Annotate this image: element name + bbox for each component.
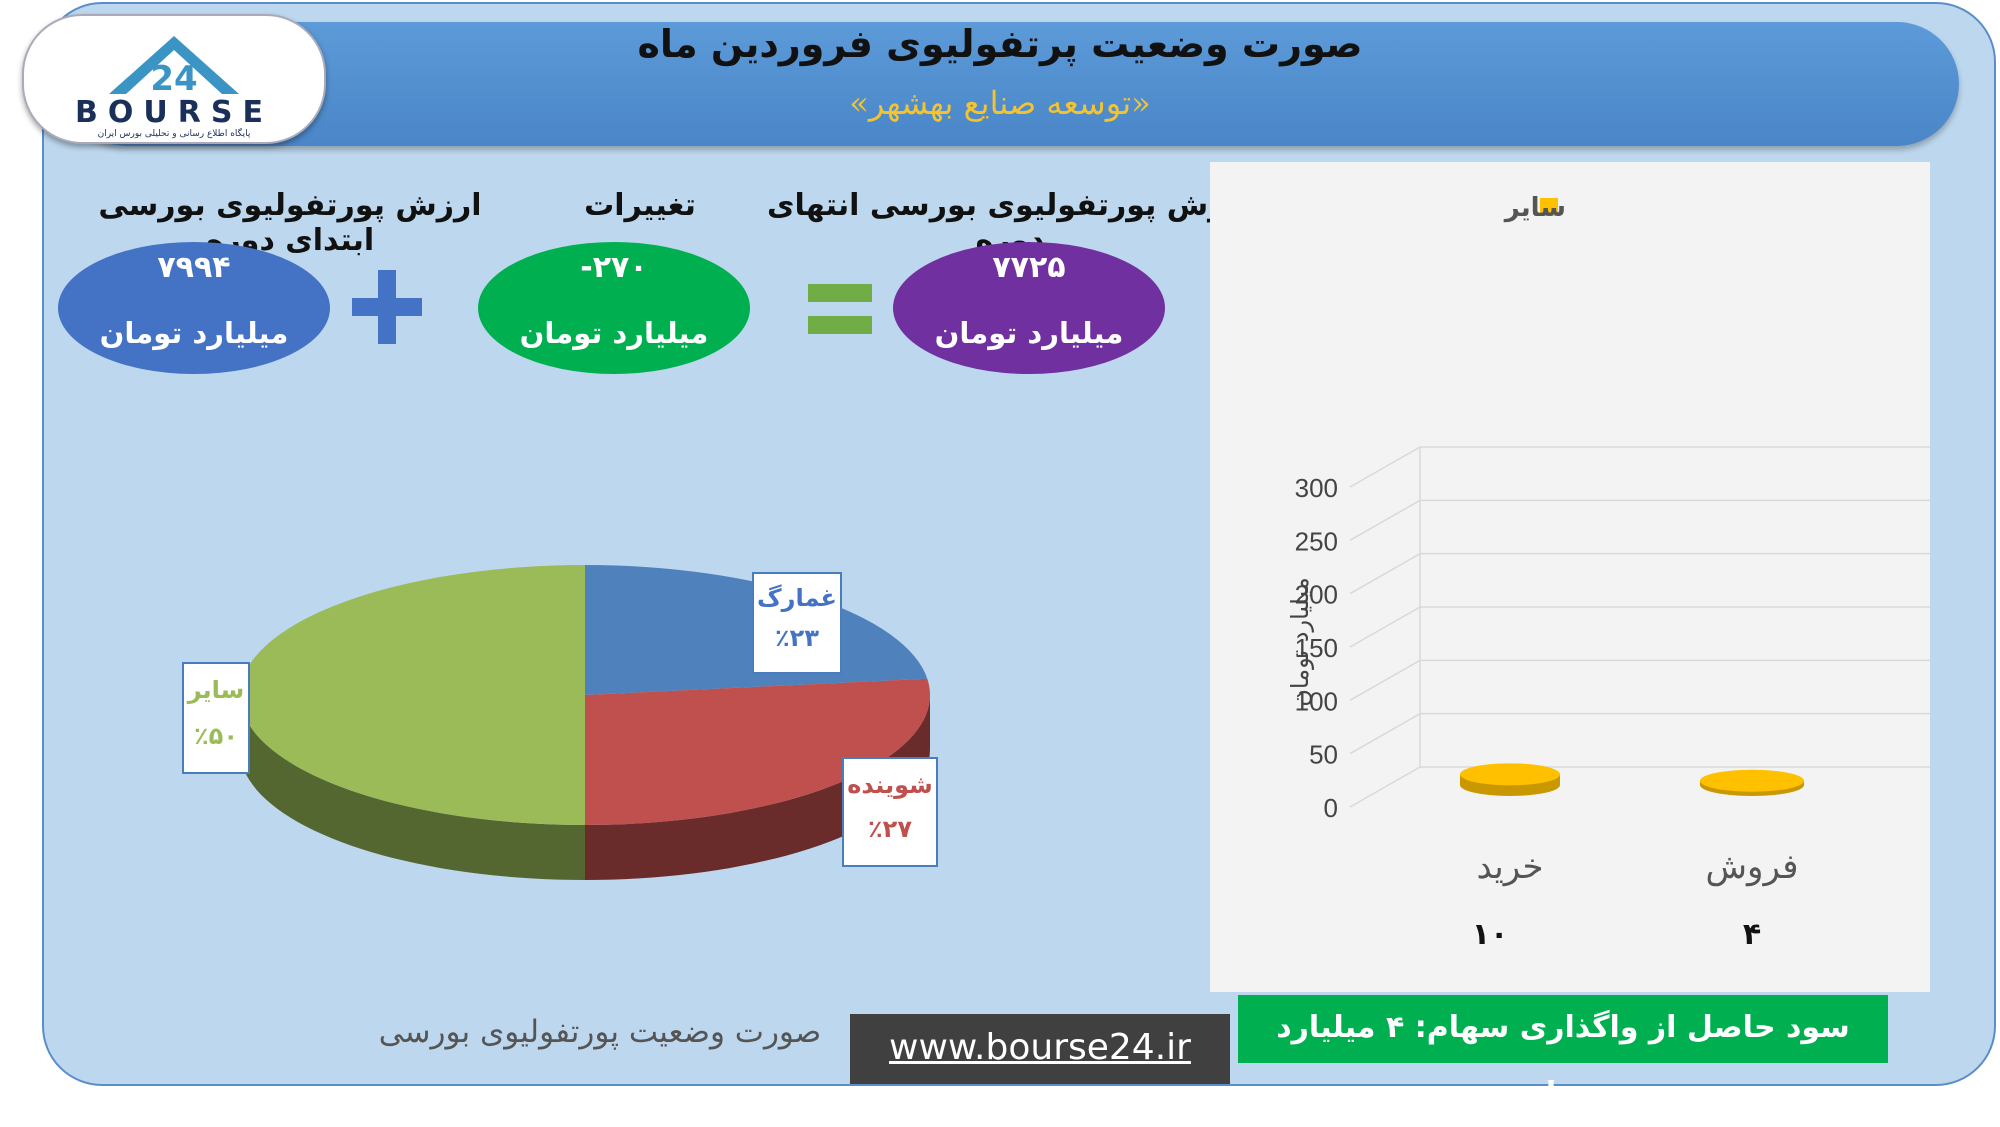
change-value-oval: -۲۷۰ میلیارد تومان <box>478 242 750 374</box>
change-value-unit: میلیارد تومان <box>519 316 709 350</box>
pie-side-2 <box>240 695 585 880</box>
x-tick-label-0: خرید <box>1476 847 1543 887</box>
y-axis-label: میلیارد تومان <box>1286 577 1314 706</box>
logo-wordmark: BOURSE <box>75 95 273 130</box>
gridline-diag-5 <box>1349 499 1421 541</box>
logo-number: 24 <box>150 59 197 99</box>
plus-sign <box>352 262 422 352</box>
logo-tagline: پایگاه اطلاع رسانی و تحلیلی بورس ایران <box>98 127 251 139</box>
gridline-diag-0 <box>1349 766 1421 808</box>
pie-caption: صورت وضعیت پورتفولیوی بورسی <box>378 1014 822 1050</box>
end-value-label: ارزش پورتفولیوی بورسی انتهای دوره <box>767 188 1253 258</box>
legend-label: سایر <box>1503 193 1566 223</box>
y-tick-label-3: 150 <box>1295 633 1338 663</box>
y-tick-label-2: 100 <box>1295 686 1338 716</box>
pie-slice-1 <box>585 678 931 825</box>
end-value: ۷۷۲۵ <box>992 250 1066 285</box>
bar-0 <box>1460 763 1560 786</box>
pie-slice-2 <box>240 565 585 825</box>
pie-chart <box>240 565 931 880</box>
y-tick-label-4: 200 <box>1295 580 1338 610</box>
bar-value-label-1: ۴ <box>1743 917 1761 952</box>
header-banner <box>64 22 1959 146</box>
y-tick-label-1: 50 <box>1309 740 1338 770</box>
end-value-oval: ۷۷۲۵ میلیارد تومان <box>893 242 1165 374</box>
equals-sign <box>808 282 872 338</box>
y-tick-label-5: 250 <box>1295 526 1338 556</box>
gridline-diag-2 <box>1349 659 1421 701</box>
legend-swatch <box>1540 198 1558 216</box>
pie-label-box-sayer: سایر ٪۵۰ <box>182 662 250 774</box>
page-subtitle: «توسعه صنایع بهشهر» <box>849 84 1151 122</box>
pie-percent-sayer: ٪۵۰ <box>194 722 238 750</box>
bourse24-logo: 24 BOURSE پایگاه اطلاع رسانی و تحلیلی بو… <box>22 14 326 144</box>
bar-chart-panel: 0 50 100 150 200 250 300 میلیارد تومان سایر خرید ۱… <box>1210 162 1940 992</box>
start-value-unit: میلیارد تومان <box>99 316 289 350</box>
gridline-diag-3 <box>1349 606 1421 648</box>
change-label: تغییرات <box>584 188 696 223</box>
website-link[interactable]: www.bourse24.ir <box>850 1014 1230 1084</box>
gridline-diag-4 <box>1349 553 1421 595</box>
start-value: ۷۹۹۴ <box>157 250 231 285</box>
pie-percent-ghamarag: ٪۲۳ <box>775 624 819 652</box>
pie-label-ghamarag: غمارگ <box>757 584 837 612</box>
gridline-diag-6 <box>1349 446 1421 488</box>
page-title: صورت وضعیت پرتفولیوی فروردین ماه <box>637 22 1363 66</box>
change-value: -۲۷۰ <box>580 250 648 285</box>
bar-value-label-0: ۱۰ <box>1472 917 1509 952</box>
profit-note: سود حاصل از واگذاری سهام: ۴ میلیارد توما… <box>1238 995 1888 1111</box>
pie-label-sayer: سایر <box>187 676 245 704</box>
bar-chart: 0 50 100 150 200 250 300 میلیارد تومان سایر خرید ۱… <box>1286 193 1940 952</box>
pie-percent-shuyandeh: ٪۲۷ <box>868 815 912 843</box>
start-value-label: ارزش پورتفولیوی بورسی ابتدای دوره <box>98 188 482 258</box>
pie-label-box-ghamarag: غمارگ ٪۲۳ <box>752 572 842 674</box>
end-value-unit: میلیارد تومان <box>934 316 1124 350</box>
y-tick-label-0: 0 <box>1324 793 1338 823</box>
gridline-diag-1 <box>1349 713 1421 755</box>
start-value-oval: ۷۹۹۴ میلیارد تومان <box>58 242 330 374</box>
pie-label-shuyandeh: شوینده <box>847 771 933 799</box>
x-tick-label-1: فروش <box>1706 847 1799 887</box>
y-tick-label-6: 300 <box>1295 473 1338 503</box>
pie-label-box-shuyandeh: شوینده ٪۲۷ <box>842 757 938 867</box>
logo-graphic: 24 BOURSE پایگاه اطلاع رسانی و تحلیلی بو… <box>75 36 273 139</box>
bar-1 <box>1700 769 1804 792</box>
